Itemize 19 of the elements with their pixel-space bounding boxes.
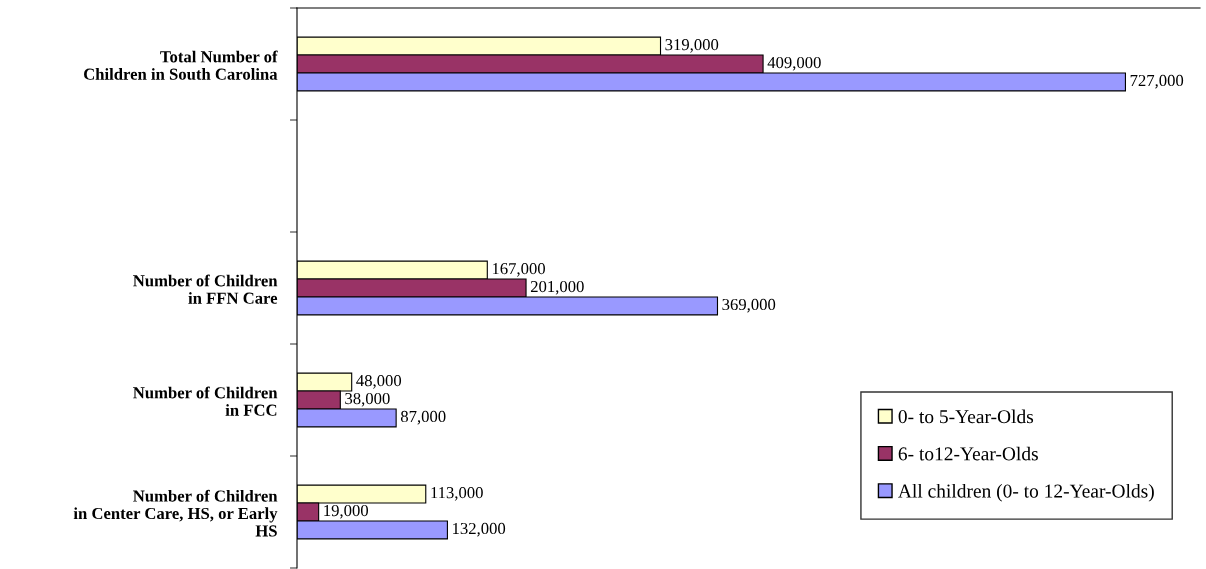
data-label: 87,000 bbox=[400, 410, 446, 425]
data-label: 113,000 bbox=[431, 487, 483, 501]
data-label: 727,000 bbox=[1130, 74, 1184, 89]
data-label: 409,000 bbox=[767, 56, 821, 71]
data-label: 369,000 bbox=[722, 298, 776, 313]
legend-label: 6- to12-Year-Olds bbox=[898, 446, 1038, 461]
data-label: 167,000 bbox=[492, 263, 545, 277]
y-tick-label: Number of Children in FCC bbox=[133, 386, 278, 416]
data-label: 19,000 bbox=[324, 504, 369, 519]
data-label: 38,000 bbox=[345, 392, 390, 407]
y-tick-label: Total Number of Children in South Carolina bbox=[84, 50, 278, 80]
data-label: 319,000 bbox=[665, 39, 719, 53]
data-label: 132,000 bbox=[453, 522, 506, 537]
legend-label: 0- to 5-Year-Olds bbox=[898, 409, 1034, 424]
y-tick-label: Number of Children in FFN Care bbox=[133, 274, 278, 304]
data-label: 201,000 bbox=[530, 280, 584, 295]
legend-label: All children (0- to 12-Year-Olds) bbox=[898, 483, 1154, 502]
data-label: 48,000 bbox=[356, 375, 402, 389]
y-tick-label: Number of Children in Center Care, HS, or Early HS bbox=[73, 489, 278, 537]
